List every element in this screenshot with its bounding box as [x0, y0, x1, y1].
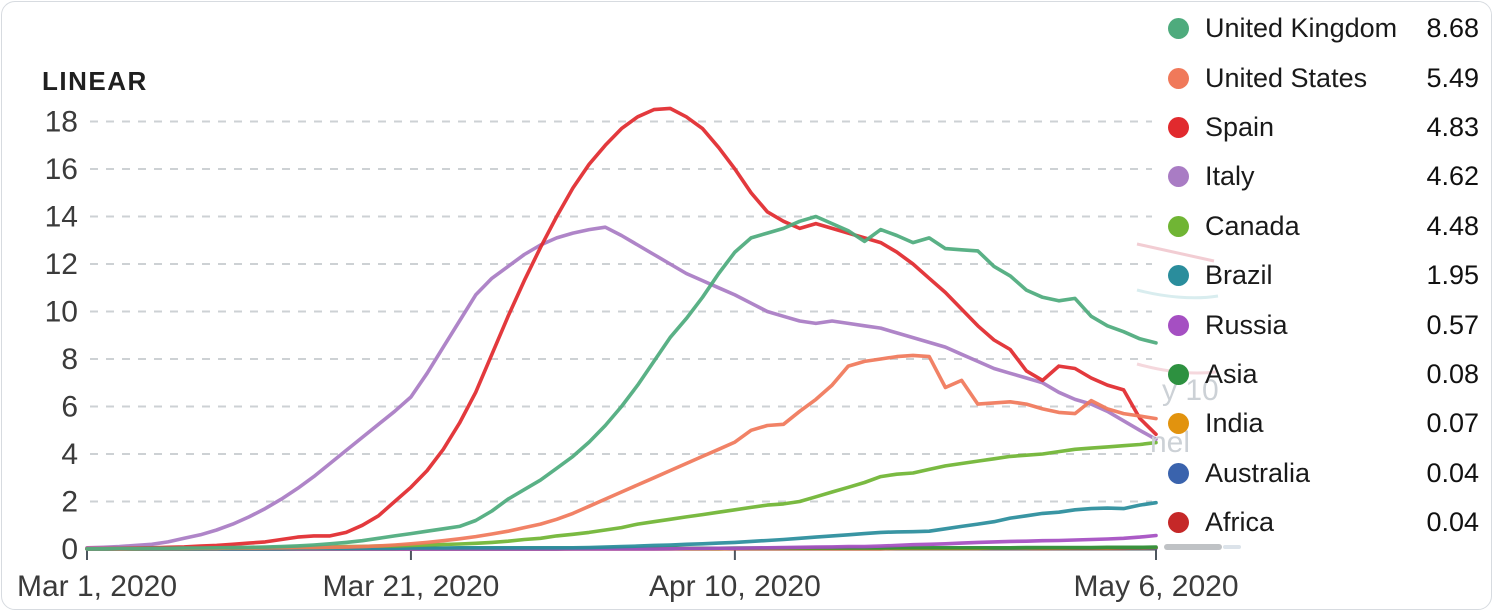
legend-row-united-kingdom[interactable]: United Kingdom 8.68: [1158, 4, 1485, 53]
legend-dot-icon: [1168, 512, 1189, 534]
x-tick-label: May 6, 2020: [1073, 570, 1238, 603]
legend-country-label: India: [1205, 408, 1264, 439]
legend-country-label: United Kingdom: [1205, 13, 1398, 44]
legend-row-asia[interactable]: Asia 0.08: [1158, 350, 1485, 399]
y-tick-label: 0: [61, 533, 78, 566]
series-line-united-kingdom[interactable]: [85, 214, 1158, 551]
legend-row-united-states[interactable]: United States 5.49: [1158, 53, 1485, 102]
legend-dot-icon: [1168, 363, 1189, 385]
horizontal-scrollbar[interactable]: [1164, 544, 1222, 550]
legend-country-value: 0.04: [1426, 457, 1479, 488]
legend-dot-icon: [1168, 265, 1189, 287]
y-tick-label: 8: [61, 343, 78, 376]
legend-row-russia[interactable]: Russia 0.57: [1158, 300, 1485, 349]
legend-row-australia[interactable]: Australia 0.04: [1158, 449, 1485, 498]
legend-country-value: 8.68: [1426, 13, 1479, 44]
y-tick-label: 4: [61, 438, 78, 471]
legend-country-value: 0.07: [1426, 408, 1479, 439]
legend-row-canada[interactable]: Canada 4.48: [1158, 202, 1485, 251]
legend-dot-icon: [1168, 116, 1189, 138]
legend-dot-icon: [1168, 462, 1189, 484]
legend-country-label: Asia: [1205, 358, 1258, 389]
legend-dot-icon: [1168, 215, 1189, 237]
x-tick-label: Mar 21, 2020: [323, 570, 500, 603]
legend-country-value: 4.83: [1426, 111, 1479, 142]
legend-country-label: Africa: [1205, 507, 1275, 538]
series-line-spain[interactable]: [85, 106, 1158, 551]
legend-country-value: 0.57: [1426, 309, 1479, 340]
x-tick-label: Apr 10, 2020: [649, 570, 821, 603]
legend-country-value: 0.04: [1426, 507, 1479, 538]
y-tick-label: 10: [45, 296, 78, 329]
legend-dot-icon: [1168, 18, 1189, 40]
legend-country-value: 4.48: [1426, 210, 1479, 241]
legend-country-label: United States: [1205, 62, 1368, 93]
legend-row-spain[interactable]: Spain 4.83: [1158, 103, 1485, 152]
y-tick-label: 6: [61, 391, 78, 424]
legend-country-value: 0.08: [1426, 358, 1479, 389]
horizontal-scrollbar-tail: [1223, 545, 1241, 549]
y-tick-label: 14: [45, 201, 78, 234]
legend-country-value: 1.95: [1426, 260, 1479, 291]
legend-row-africa[interactable]: Africa 0.04: [1158, 498, 1485, 547]
y-tick-label: 2: [61, 486, 78, 519]
y-tick-label: 18: [45, 106, 78, 139]
legend-country-label: Spain: [1205, 111, 1275, 142]
legend-dot-icon: [1168, 314, 1189, 336]
legend-country-label: Russia: [1205, 309, 1288, 340]
legend-background: [1159, 2, 1491, 547]
legend-dot-icon: [1168, 413, 1189, 435]
legend-country-label: Australia: [1205, 457, 1311, 488]
legend-country-label: Brazil: [1205, 260, 1273, 291]
legend-row-india[interactable]: India 0.07: [1158, 399, 1485, 448]
legend-dot-icon: [1168, 166, 1189, 188]
legend-row-italy[interactable]: Italy 4.62: [1158, 152, 1485, 201]
y-tick-label: 16: [45, 153, 78, 186]
series-line-canada[interactable]: [85, 440, 1158, 551]
legend-country-value: 5.49: [1426, 62, 1479, 93]
chart-legend: United Kingdom 8.68 United States 5.49 Spain…: [1158, 4, 1485, 547]
legend-country-value: 4.62: [1426, 161, 1479, 192]
legend-country-label: Canada: [1205, 210, 1300, 241]
y-tick-label: 12: [45, 248, 78, 281]
legend-dot-icon: [1168, 67, 1189, 89]
legend-country-label: Italy: [1205, 161, 1255, 192]
linear-log-toggle[interactable]: LINEAR: [42, 66, 148, 96]
x-tick-label: Mar 1, 2020: [17, 570, 177, 603]
series-line-italy[interactable]: [85, 225, 1158, 550]
legend-row-brazil[interactable]: Brazil 1.95: [1158, 251, 1485, 300]
